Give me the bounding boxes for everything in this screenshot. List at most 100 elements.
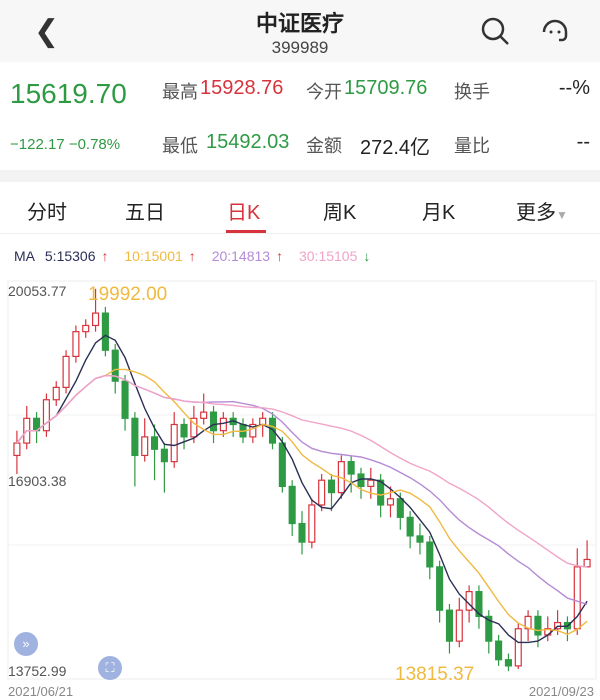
ratio-label: 量比 (454, 136, 490, 156)
change-value: −122.17 (10, 136, 65, 153)
high-value: 15928.76 (200, 77, 284, 99)
ma20-text: 20:14813 (211, 248, 271, 264)
candle-body (416, 535, 424, 543)
candlestick-chart[interactable] (0, 280, 600, 682)
turnover-value: --% (558, 77, 590, 99)
fullscreen-button[interactable]: ⛶ (98, 656, 122, 680)
page-title: 中证医疗 (255, 11, 344, 36)
candle-body (249, 423, 257, 438)
candle-body (396, 498, 404, 518)
candle-body (445, 609, 454, 642)
candle-body (150, 436, 159, 450)
min-price-label: 13815.37 (395, 664, 475, 685)
candle-body (475, 591, 483, 617)
turnover-label: 换手 (454, 82, 490, 102)
tab-more-label: 更多 (516, 202, 556, 224)
index-code: 399989 (271, 38, 329, 57)
candle-body (386, 498, 395, 506)
tab-weekly-k[interactable]: 周K (323, 202, 357, 224)
candle-body (514, 628, 522, 667)
period-tabs: 分时 五日 日K 周K 月K 更多▼ (0, 182, 600, 234)
amount-value: 272.4亿 (360, 137, 431, 159)
candle-body (219, 417, 227, 432)
active-tab-indicator (226, 230, 266, 233)
ma20-value: 20:14813 ↑ (212, 248, 289, 264)
candle-body (121, 380, 129, 419)
candle-body (495, 640, 503, 661)
y-axis-min: 13752.99 (8, 663, 67, 679)
ratio-value: -- (576, 131, 590, 153)
caret-down-icon: ▼ (556, 208, 568, 222)
candle-body (426, 541, 434, 568)
arrow-up-icon: ↑ (188, 248, 196, 264)
candle-body (209, 411, 218, 432)
quote-panel: 15619.70 −122.17 −0.78% 最高 15928.76 今开 1… (0, 62, 600, 170)
candle-body (141, 436, 149, 457)
candle-body (13, 442, 21, 457)
candle-body (170, 423, 178, 463)
ma30-text: 30:15105 (298, 248, 358, 264)
candle-body (318, 479, 326, 506)
expand-left-button[interactable]: » (14, 632, 38, 656)
candle-body (131, 417, 139, 457)
y-axis-max: 20053.77 (8, 283, 67, 299)
ma10-value: 10:15001 ↑ (124, 248, 201, 264)
arrow-up-icon: ↑ (101, 248, 109, 264)
candle-body (534, 615, 542, 636)
candle-body (160, 448, 168, 463)
candle-body (377, 479, 385, 506)
ma-legend: MA 5:15306 ↑ 10:15001 ↑ 20:14813 ↑ 30:15105… (14, 248, 382, 264)
candle-body (455, 609, 463, 642)
ma20-line (16, 374, 588, 605)
chart-frame (7, 280, 597, 680)
current-price: 15619.70 (10, 78, 127, 109)
candle-body (465, 591, 473, 611)
tab-five-day[interactable]: 五日 (125, 202, 165, 224)
candle-body (72, 331, 80, 358)
candle-body (406, 516, 414, 537)
candle-body (42, 399, 50, 432)
candle-body (308, 504, 316, 543)
candle-body (504, 659, 512, 667)
ma30-line (16, 374, 588, 568)
price-change: −122.17 −0.78% (10, 136, 120, 153)
candle-body (278, 442, 286, 487)
high-label: 最高 (162, 82, 198, 102)
tab-daily-k[interactable]: 日K (227, 202, 261, 224)
tab-monthly-k[interactable]: 月K (422, 202, 456, 224)
candle-body (62, 355, 70, 388)
chevron-left-icon[interactable]: ❮ (34, 15, 60, 48)
tab-more[interactable]: 更多▼ (516, 196, 568, 225)
low-value: 15492.03 (206, 131, 290, 153)
candle-body (82, 324, 90, 333)
candle-body (298, 522, 306, 543)
candle-body (347, 461, 355, 475)
start-date: 2021/06/21 (8, 684, 74, 699)
divider (0, 170, 600, 182)
candle-body (367, 479, 375, 487)
candle-body (436, 566, 444, 611)
low-label: 最低 (162, 136, 198, 156)
candle-body (111, 349, 119, 382)
candle-body (180, 423, 188, 438)
candle-body (200, 411, 208, 419)
ma5-value: MA 5:15306 ↑ (14, 248, 115, 264)
tab-intraday[interactable]: 分时 (27, 202, 67, 224)
ma-prefix: MA (14, 248, 35, 264)
ma10-line (16, 368, 588, 636)
candle-body (288, 485, 296, 525)
y-axis-mid: 16903.38 (8, 473, 67, 489)
candle-body (259, 417, 267, 426)
customer-service-icon[interactable] (538, 14, 572, 48)
candle-body (583, 558, 591, 568)
end-date: 2021/09/23 (528, 684, 594, 699)
header: ❮ 中证医疗 399989 (0, 0, 600, 62)
ma5-line (16, 334, 588, 644)
candle-body (485, 615, 493, 642)
amount-label: 金额 (306, 136, 342, 156)
candle-body (101, 312, 109, 351)
candle-body (190, 417, 198, 438)
open-label: 今开 (306, 82, 342, 102)
open-value: 15709.76 (344, 77, 428, 99)
search-icon[interactable] (480, 16, 510, 46)
